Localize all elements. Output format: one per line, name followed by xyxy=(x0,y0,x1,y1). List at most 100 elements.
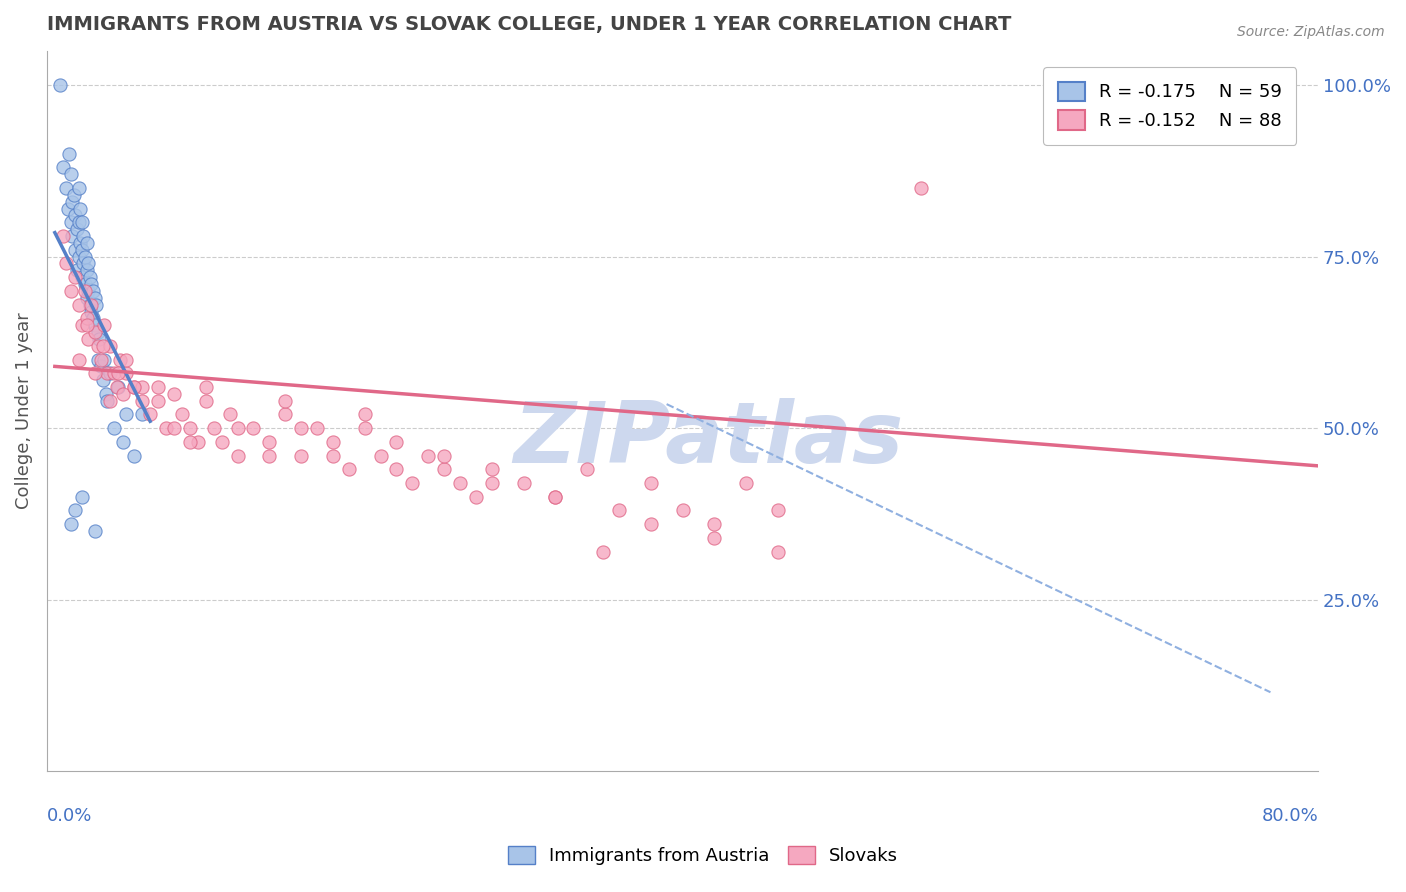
Point xyxy=(115,408,138,422)
Point xyxy=(449,475,471,490)
Point xyxy=(187,434,209,449)
Point xyxy=(107,380,129,394)
Point xyxy=(76,291,98,305)
Point xyxy=(131,393,153,408)
Point xyxy=(79,270,101,285)
Point xyxy=(146,393,169,408)
Point xyxy=(83,524,105,538)
Point xyxy=(131,408,153,422)
Point xyxy=(465,490,488,504)
Point xyxy=(55,181,77,195)
Point xyxy=(87,325,110,339)
Point xyxy=(433,449,456,463)
Point xyxy=(100,339,122,353)
Point xyxy=(94,387,117,401)
Point xyxy=(65,209,87,223)
Point xyxy=(124,449,146,463)
Point xyxy=(89,332,111,346)
Point xyxy=(353,421,375,435)
Point xyxy=(52,161,75,175)
Point xyxy=(100,366,122,380)
Point xyxy=(337,462,360,476)
Point xyxy=(67,352,90,367)
Point xyxy=(124,380,146,394)
Point xyxy=(76,235,98,250)
Point xyxy=(67,298,90,312)
Point xyxy=(58,146,80,161)
Point xyxy=(77,284,100,298)
Point xyxy=(72,256,94,270)
Point xyxy=(80,304,103,318)
Point xyxy=(65,503,87,517)
Point xyxy=(91,339,114,353)
Point xyxy=(70,243,93,257)
Point xyxy=(274,408,297,422)
Point xyxy=(115,352,138,367)
Point xyxy=(67,181,90,195)
Point xyxy=(65,270,87,285)
Point xyxy=(72,229,94,244)
Point xyxy=(83,318,105,333)
Point xyxy=(67,250,90,264)
Point xyxy=(96,393,118,408)
Point xyxy=(69,202,91,216)
Point xyxy=(703,517,725,532)
Point xyxy=(76,311,98,326)
Legend: R = -0.175    N = 59, R = -0.152    N = 88: R = -0.175 N = 59, R = -0.152 N = 88 xyxy=(1043,67,1296,145)
Point xyxy=(322,434,344,449)
Point xyxy=(305,421,328,435)
Point xyxy=(115,366,138,380)
Point xyxy=(194,380,217,394)
Point xyxy=(124,380,146,394)
Point xyxy=(544,490,567,504)
Point xyxy=(67,215,90,229)
Point xyxy=(146,380,169,394)
Point xyxy=(163,421,186,435)
Point xyxy=(59,167,82,181)
Point xyxy=(87,352,110,367)
Point xyxy=(73,277,96,291)
Point xyxy=(766,503,789,517)
Point xyxy=(385,434,408,449)
Point xyxy=(512,475,534,490)
Text: 0.0%: 0.0% xyxy=(46,807,93,825)
Point xyxy=(433,462,456,476)
Point xyxy=(242,421,264,435)
Point xyxy=(640,517,662,532)
Point xyxy=(93,352,115,367)
Point xyxy=(155,421,177,435)
Point xyxy=(60,229,83,244)
Point xyxy=(70,490,93,504)
Text: ZIPatlas: ZIPatlas xyxy=(513,399,903,482)
Point xyxy=(82,284,104,298)
Point xyxy=(70,215,93,229)
Point xyxy=(735,475,758,490)
Point xyxy=(112,434,135,449)
Point xyxy=(202,421,225,435)
Point xyxy=(322,449,344,463)
Point xyxy=(90,352,112,367)
Point xyxy=(259,449,281,463)
Point xyxy=(80,298,103,312)
Point xyxy=(274,393,297,408)
Point xyxy=(194,393,217,408)
Point xyxy=(105,380,128,394)
Point xyxy=(83,325,105,339)
Point xyxy=(65,243,87,257)
Point xyxy=(76,318,98,333)
Point xyxy=(55,256,77,270)
Point xyxy=(418,449,440,463)
Point xyxy=(93,318,115,333)
Point xyxy=(163,387,186,401)
Point xyxy=(112,387,135,401)
Text: 80.0%: 80.0% xyxy=(1261,807,1319,825)
Point xyxy=(910,181,932,195)
Y-axis label: College, Under 1 year: College, Under 1 year xyxy=(15,312,32,509)
Point xyxy=(70,270,93,285)
Point xyxy=(544,490,567,504)
Point xyxy=(290,421,312,435)
Text: Source: ZipAtlas.com: Source: ZipAtlas.com xyxy=(1237,25,1385,39)
Point xyxy=(640,475,662,490)
Point xyxy=(139,408,162,422)
Point xyxy=(481,475,503,490)
